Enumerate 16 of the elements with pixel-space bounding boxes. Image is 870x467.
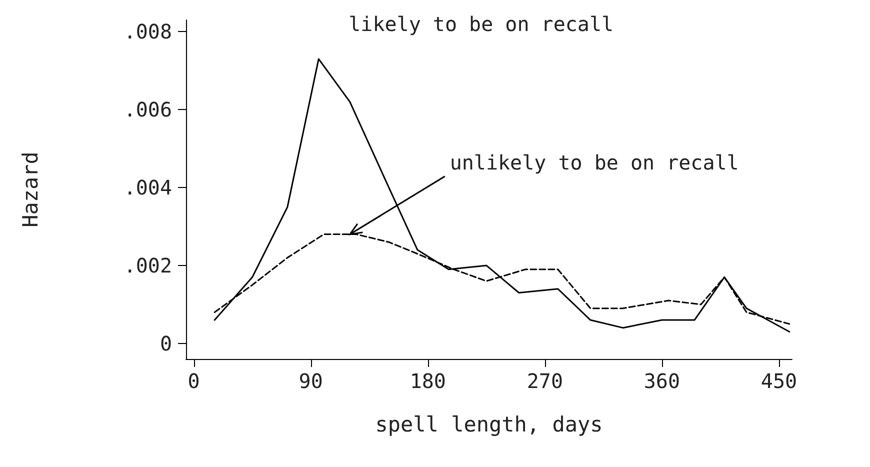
annotation: unlikely to be on recall <box>450 150 739 174</box>
y-tick-label: .002 <box>124 253 172 278</box>
annotation: likely to be on recall <box>348 12 614 36</box>
x-tick-label: 180 <box>410 369 446 393</box>
x-tick-label: 270 <box>526 369 563 393</box>
y-tick-label: 0 <box>160 331 172 356</box>
x-tick-label: 0 <box>188 369 200 393</box>
y-axis-title: Hazard <box>18 152 42 228</box>
y-tick-label: .008 <box>124 20 172 44</box>
x-tick-label: 360 <box>644 369 680 393</box>
x-axis-title: spell length, days <box>375 412 603 436</box>
x-tick-label: 450 <box>760 369 798 393</box>
y-tick-label: .004 <box>124 176 172 200</box>
y-tick-label: .006 <box>124 98 172 122</box>
line-series <box>214 58 790 332</box>
x-tick-label: 90 <box>298 369 323 393</box>
